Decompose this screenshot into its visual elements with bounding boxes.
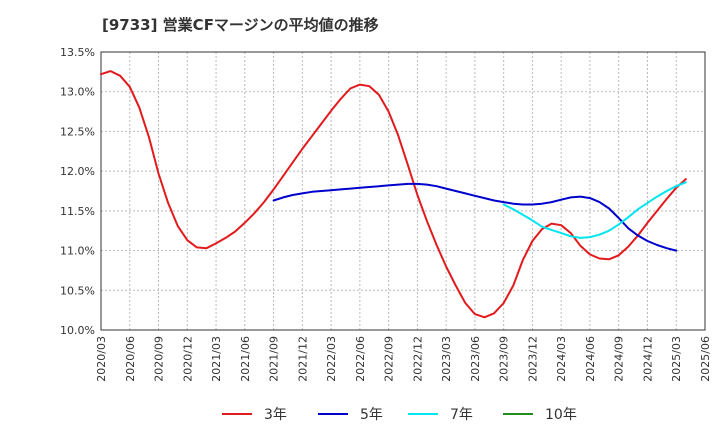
series-line-5年 (272, 182, 678, 252)
x-tick-label: 2023/12 (526, 336, 539, 382)
plot-border (100, 51, 706, 331)
legend-label-3年: 3年 (264, 407, 287, 423)
x-tick-label: 2023/06 (469, 336, 482, 382)
x-tick-label: 2020/12 (181, 336, 194, 382)
x-tick-label: 2020/06 (124, 336, 137, 382)
y-tick-label: 10.0% (60, 324, 95, 337)
x-tick-label: 2021/06 (239, 336, 252, 382)
x-tick-label: 2021/12 (296, 336, 309, 382)
x-tick-label: 2021/03 (210, 336, 223, 382)
series-line-7年 (502, 181, 687, 239)
legend-label-7年: 7年 (450, 407, 473, 423)
x-tick-label: 2022/09 (383, 336, 396, 382)
series-line-3年 (100, 70, 687, 319)
x-tick-label: 2024/06 (584, 336, 597, 382)
x-tick-label: 2022/12 (411, 336, 424, 382)
y-tick-label: 13.0% (60, 86, 95, 99)
y-tick-label: 13.5% (60, 46, 95, 59)
y-tick-label: 12.5% (60, 125, 95, 138)
x-tick-label: 2020/03 (95, 336, 108, 382)
y-tick-label: 10.5% (60, 284, 95, 297)
x-tick-label: 2025/06 (699, 336, 712, 382)
x-tick-label: 2024/03 (555, 336, 568, 382)
legend-label-5年: 5年 (360, 407, 383, 423)
x-tick-label: 2022/03 (325, 336, 338, 382)
x-tick-label: 2020/09 (153, 336, 166, 382)
chart-title: [9733] 営業CFマージンの平均値の推移 (102, 16, 379, 34)
y-tick-label: 11.0% (60, 245, 95, 258)
y-tick-label: 12.0% (60, 165, 95, 178)
x-tick-label: 2024/12 (641, 336, 654, 382)
x-tick-label: 2021/09 (268, 336, 281, 382)
y-tick-label: 11.5% (60, 205, 95, 218)
x-tick-label: 2024/09 (613, 336, 626, 382)
x-tick-label: 2025/03 (670, 336, 683, 382)
legend-label-10年: 10年 (545, 407, 577, 423)
x-tick-label: 2023/09 (498, 336, 511, 382)
x-tick-label: 2023/03 (440, 336, 453, 382)
x-tick-label: 2022/06 (354, 336, 367, 382)
